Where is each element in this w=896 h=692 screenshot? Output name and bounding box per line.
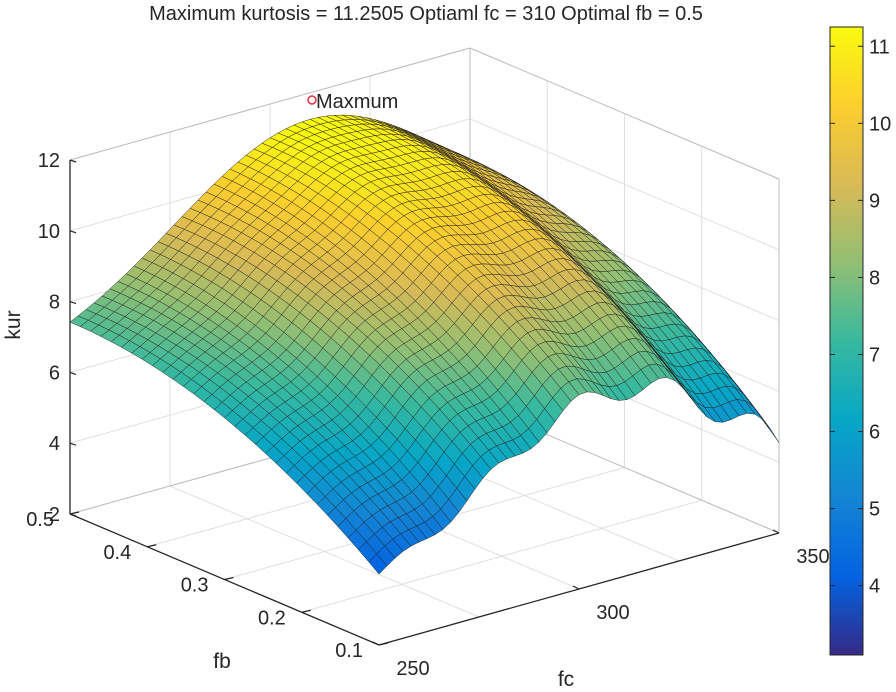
z-tick-mark (69, 371, 77, 375)
z-tick-label: 12 (38, 150, 60, 172)
z-tick-label: 10 (38, 221, 60, 243)
y-tick-mark (147, 544, 157, 548)
x-tick-mark (372, 641, 380, 646)
surface-mesh (69, 114, 780, 575)
colorbar-tick-label: 9 (869, 190, 880, 212)
z-tick-mark (69, 301, 77, 305)
z-tick-mark (69, 442, 77, 446)
y-tick-mark (301, 609, 311, 613)
z-tick-mark (69, 159, 77, 163)
surface-face (368, 553, 388, 575)
y-tick-label: 0.5 (26, 509, 54, 531)
x-tick-mark (772, 529, 780, 534)
colorbar-tick-label: 7 (869, 344, 880, 366)
x-tick-label: 300 (596, 602, 629, 624)
z-axis-label: kur (2, 310, 25, 339)
y-tick-label: 0.2 (258, 607, 286, 629)
maximum-marker (307, 95, 317, 105)
y-tick-label: 0.4 (103, 542, 131, 564)
colorbar-bar (829, 26, 864, 656)
box-edge (469, 47, 780, 180)
y-tick-mark (224, 576, 234, 581)
colorbar-tick-label: 5 (869, 499, 880, 521)
z-tick-label: 2 (49, 504, 60, 526)
y-tick-mark (378, 642, 389, 646)
y-tick-mark (69, 511, 80, 515)
maximum-annotation: Maxmum (307, 91, 398, 113)
y-tick-label: 0.3 (181, 575, 209, 597)
x-tick-mark (572, 585, 580, 590)
colorbar: 4 5 6 7 8 9 10 11 (829, 26, 891, 656)
x-axis-label: fc (558, 668, 574, 691)
colorbar-tick-label: 10 (869, 113, 891, 135)
x-tick-label: 350 (796, 546, 829, 568)
box-edge (69, 47, 471, 161)
z-tick-mark (69, 230, 77, 234)
colorbar-tick-label: 8 (869, 267, 880, 289)
colorbar-tick-label: 6 (869, 422, 880, 444)
z-tick-label: 8 (49, 292, 60, 314)
y-axis-label: fb (213, 650, 231, 673)
grid-line (169, 485, 480, 618)
colorbar-tick-label: 4 (869, 576, 880, 598)
z-tick-label: 6 (49, 362, 60, 384)
colorbar-ticks: 4 5 6 7 8 9 10 11 (830, 36, 891, 598)
chart-title: Maximum kurtosis = 11.2505 Optiaml fc = … (149, 3, 703, 25)
axis-ticks: 2 4 6 8 10 12 0.1 0.2 0.3 0.4 0.5 250 300 350 (26, 150, 830, 680)
z-tick-label: 4 (49, 433, 60, 455)
maximum-label: Maxmum (316, 91, 398, 113)
x-tick-label: 250 (396, 658, 429, 680)
y-tick-label: 0.1 (335, 640, 363, 662)
colorbar-tick-label: 11 (869, 36, 890, 58)
